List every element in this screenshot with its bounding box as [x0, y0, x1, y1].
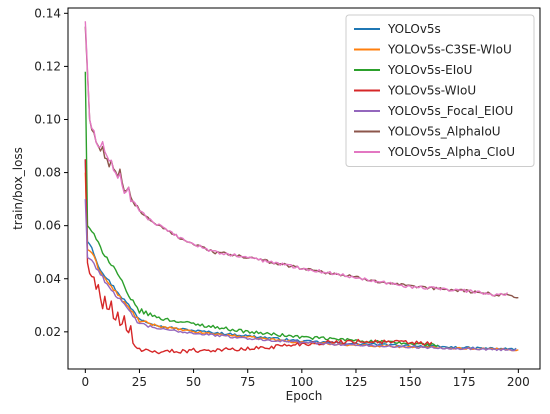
series-line — [84, 159, 433, 355]
legend-label: YOLOv5s_Focal_EIOU — [387, 104, 513, 118]
x-tick-label: 50 — [186, 375, 201, 389]
legend-box — [345, 14, 535, 167]
y-axis: 0.02 0.04 0.06 0.08 0.10 0.12 0.14 — [34, 6, 68, 339]
legend-label: YOLOv5s — [387, 22, 441, 36]
x-tick-label: 0 — [82, 375, 90, 389]
y-tick-label: 0.08 — [34, 166, 61, 180]
y-tick-label: 0.04 — [34, 272, 61, 286]
series-line — [84, 21, 509, 297]
x-axis: 0 25 50 75 100 125 150 175 200 — [82, 369, 530, 389]
y-tick-label: 0.10 — [34, 112, 61, 126]
legend-label: YOLOv5s_AlphaIoU — [387, 125, 501, 139]
x-tick-label: 75 — [240, 375, 255, 389]
plot-frame — [67, 7, 541, 370]
y-tick-label: 0.02 — [34, 325, 61, 339]
legend-label: YOLOv5s-C3SE-WIoU — [387, 43, 512, 57]
x-tick-label: 100 — [290, 375, 313, 389]
legend: YOLOv5s YOLOv5s-C3SE-WIoU YOLOv5s-EIoU YOLO… — [345, 14, 535, 167]
y-tick-label: 0.14 — [34, 6, 61, 20]
y-tick-label: 0.12 — [34, 59, 61, 73]
x-tick-label: 200 — [507, 375, 530, 389]
series-layer — [84, 21, 519, 355]
x-axis-label: Epoch — [286, 389, 323, 403]
x-tick-label: 125 — [345, 375, 368, 389]
y-axis-label: train/box_loss — [11, 147, 25, 230]
x-tick-label: 25 — [132, 375, 147, 389]
y-tick-label: 0.06 — [34, 219, 61, 233]
legend-label: YOLOv5s-WIoU — [387, 84, 476, 98]
x-tick-label: 175 — [453, 375, 476, 389]
x-tick-label: 150 — [399, 375, 422, 389]
series-line — [84, 199, 517, 352]
legend-label: YOLOv5s-EIoU — [387, 63, 472, 77]
legend-label: YOLOv5s_Alpha_CIoU — [387, 145, 515, 159]
